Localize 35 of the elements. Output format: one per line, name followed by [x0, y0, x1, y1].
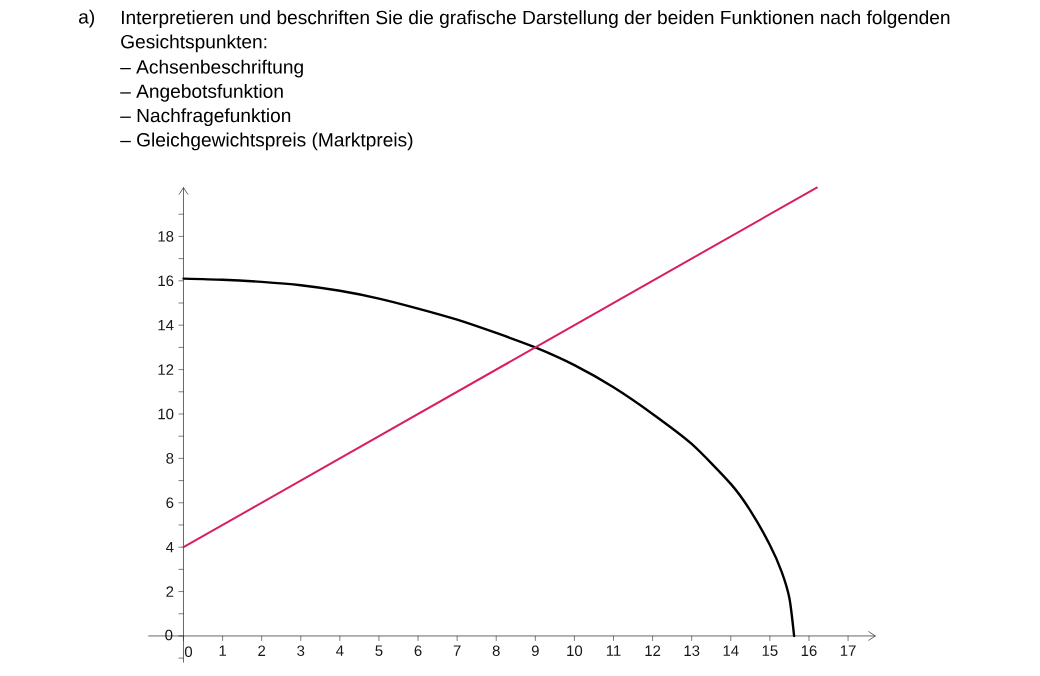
y-tick-label: 0 — [165, 629, 173, 641]
text: – Gleichgewichtspreis (Marktpreis) — [120, 132, 413, 151]
y-tick-label: 6 — [166, 497, 174, 509]
x-tick-label: 0 — [184, 646, 193, 658]
x-tick-label: 17 — [840, 645, 856, 656]
y-tick-label: 4 — [166, 542, 174, 553]
x-tick-label: 15 — [762, 645, 778, 656]
x-tick-label: 2 — [258, 645, 266, 656]
x-tick-label: 3 — [297, 645, 305, 657]
text: – Achsenbeschriftung — [120, 59, 303, 78]
x-tick-label: 13 — [684, 645, 700, 657]
text: – Nachfragefunktion — [120, 108, 291, 127]
y-tick-label: 2 — [166, 586, 174, 597]
x-tick-label: 9 — [531, 645, 539, 657]
x-tick-label: 1 — [219, 645, 227, 656]
y-tick-label: 12 — [158, 364, 174, 375]
x-tick-label: 5 — [375, 645, 383, 656]
x-tick-label: 4 — [336, 645, 344, 656]
x-tick-label: 10 — [567, 645, 583, 657]
y-tick-label: 10 — [158, 408, 174, 420]
text: – Angebotsfunktion — [120, 83, 283, 102]
text: a) — [79, 9, 95, 28]
x-tick-label: 8 — [492, 645, 500, 657]
line-series — [182, 277, 796, 638]
x-tick-label: 7 — [453, 645, 461, 656]
y-tick-label: 18 — [158, 231, 174, 242]
y-tick-label: 16 — [158, 275, 174, 287]
x-tick-label: 12 — [645, 645, 661, 656]
y-tick-label: 14 — [158, 320, 174, 331]
x-tick-label: 14 — [723, 645, 739, 656]
x-tick-label: 6 — [414, 645, 422, 657]
x-tick-label: 16 — [801, 645, 817, 657]
x-tick-label: 11 — [606, 645, 621, 656]
chart-title: Interpretieren und beschriften Sie die grafische Darstellung der beiden Funktionen nach folgenden Gesichtspunkten: — [121, 10, 950, 53]
y-tick-label: 8 — [166, 453, 174, 464]
